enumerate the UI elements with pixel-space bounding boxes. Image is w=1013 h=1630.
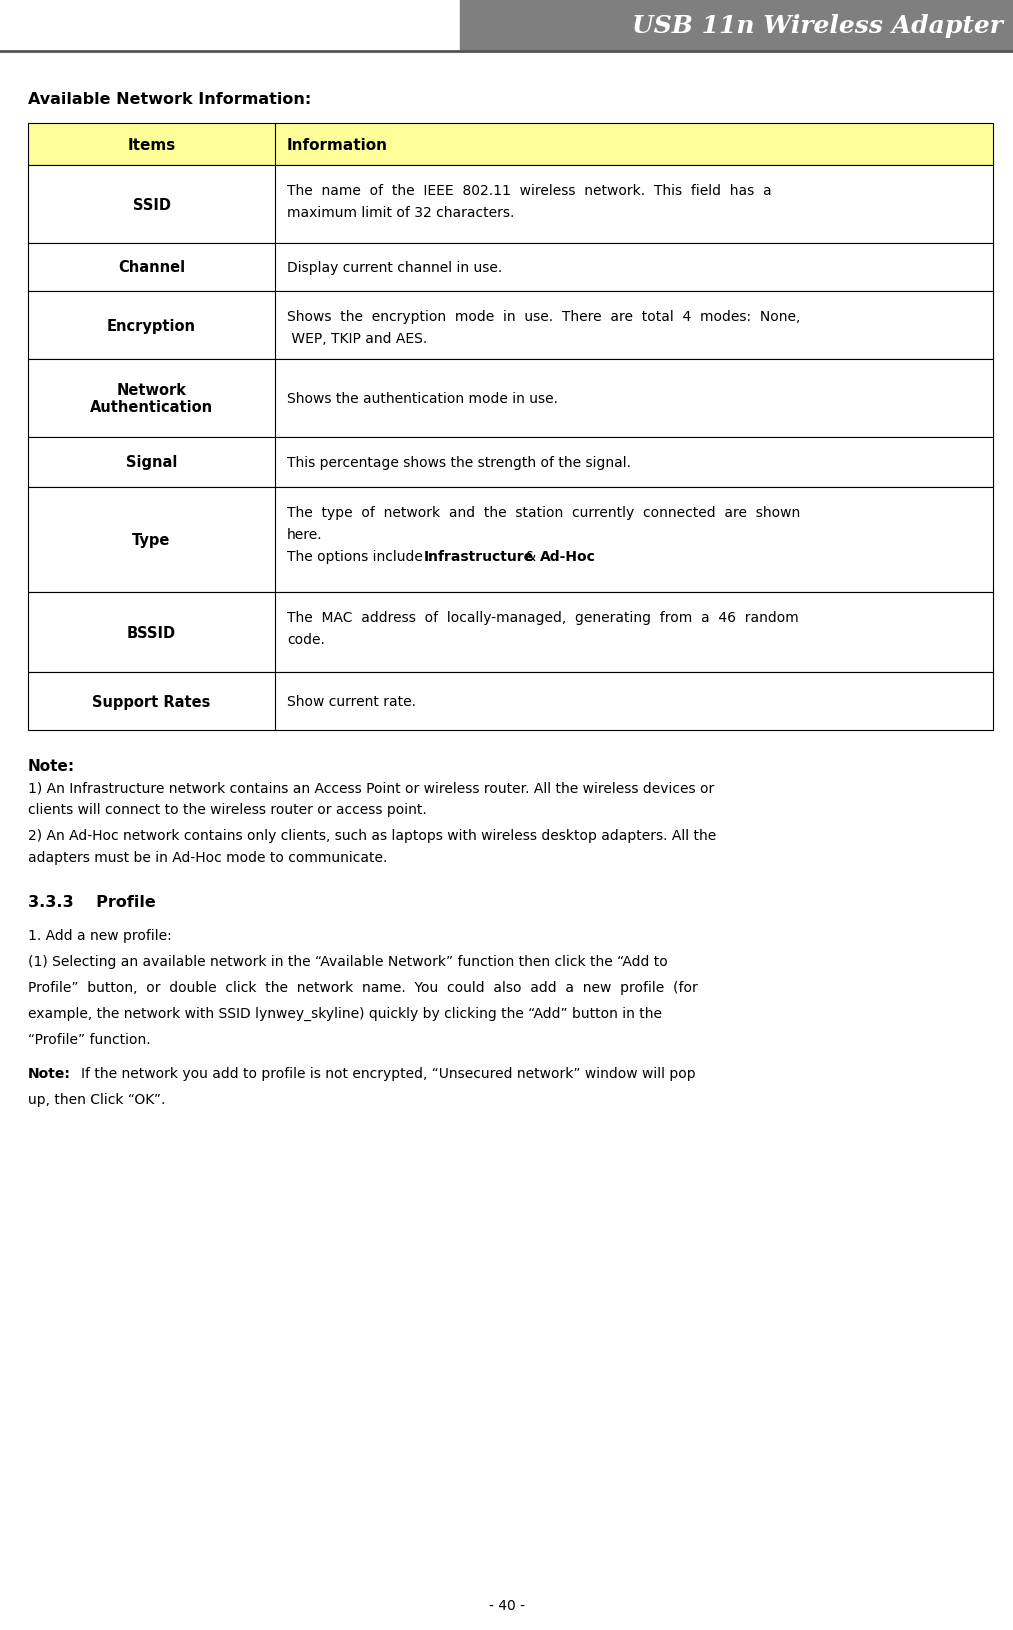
Text: Profile”  button,  or  double  click  the  network  name.  You  could  also  add: Profile” button, or double click the net… (28, 980, 698, 994)
Text: 1) An Infrastructure network contains an Access Point or wireless router. All th: 1) An Infrastructure network contains an… (28, 781, 714, 794)
Text: here.: here. (287, 528, 322, 541)
Text: Note:: Note: (28, 1066, 71, 1081)
Text: The  MAC  address  of  locally-managed,  generating  from  a  46  random: The MAC address of locally-managed, gene… (287, 611, 798, 624)
Bar (28, 292, 993, 360)
Text: If the network you add to profile is not encrypted, “Unsecured network” window w: If the network you add to profile is not… (81, 1066, 696, 1081)
Text: adapters must be in Ad-Hoc mode to communicate.: adapters must be in Ad-Hoc mode to commu… (28, 851, 387, 864)
Text: Type: Type (133, 533, 170, 548)
Text: “Profile” function.: “Profile” function. (28, 1032, 151, 1046)
Text: Support Rates: Support Rates (92, 694, 211, 709)
Text: code.: code. (287, 632, 325, 647)
Text: Ad-Hoc: Ad-Hoc (540, 549, 596, 564)
Text: - 40 -: - 40 - (488, 1597, 525, 1612)
Text: (1) Selecting an available network in the “Available Network” function then clic: (1) Selecting an available network in th… (28, 955, 668, 968)
Text: The options include :: The options include : (287, 549, 437, 564)
Text: clients will connect to the wireless router or access point.: clients will connect to the wireless rou… (28, 802, 426, 817)
Bar (28, 244, 993, 292)
Text: Channel: Channel (118, 261, 185, 275)
Text: Information: Information (287, 137, 388, 153)
Text: SSID: SSID (133, 197, 170, 212)
Text: 2) An Ad-Hoc network contains only clients, such as laptops with wireless deskto: 2) An Ad-Hoc network contains only clien… (28, 828, 716, 843)
Text: 1. Add a new profile:: 1. Add a new profile: (28, 929, 172, 942)
Text: Shows  the  encryption  mode  in  use.  There  are  total  4  modes:  None,: Shows the encryption mode in use. There … (287, 310, 800, 324)
Text: BSSID: BSSID (127, 626, 176, 641)
Bar (28, 166, 993, 244)
Text: Note:: Note: (28, 758, 75, 774)
Bar (28, 438, 993, 487)
Text: The  name  of  the  IEEE  802.11  wireless  network.  This  field  has  a: The name of the IEEE 802.11 wireless net… (287, 184, 772, 197)
Text: Display current channel in use.: Display current channel in use. (287, 261, 502, 275)
Text: maximum limit of 32 characters.: maximum limit of 32 characters. (287, 205, 515, 220)
Text: Encryption: Encryption (107, 318, 196, 333)
Text: example, the network with SSID lynwey_skyline) quickly by clicking the “Add” but: example, the network with SSID lynwey_sk… (28, 1006, 663, 1020)
Bar (28, 487, 993, 593)
Text: This percentage shows the strength of the signal.: This percentage shows the strength of th… (287, 456, 631, 469)
Bar (28, 673, 993, 730)
Bar (28, 124, 993, 166)
Text: The  type  of  network  and  the  station  currently  connected  are  shown: The type of network and the station curr… (287, 505, 800, 520)
Text: Available Network Information:: Available Network Information: (28, 91, 311, 108)
Text: Items: Items (128, 137, 175, 153)
Text: Network
Authentication: Network Authentication (90, 383, 213, 416)
Text: Signal: Signal (126, 455, 177, 469)
Bar (28, 593, 993, 673)
Bar (28, 360, 993, 438)
Text: 3.3.3    Profile: 3.3.3 Profile (28, 895, 156, 910)
Text: Show current rate.: Show current rate. (287, 694, 416, 709)
Text: Infrastructure: Infrastructure (423, 549, 534, 564)
Bar (460, 0, 1013, 52)
Text: USB 11n Wireless Adapter: USB 11n Wireless Adapter (632, 15, 1003, 37)
Text: Shows the authentication mode in use.: Shows the authentication mode in use. (287, 391, 558, 406)
Text: &: & (522, 549, 541, 564)
Text: WEP, TKIP and AES.: WEP, TKIP and AES. (287, 333, 427, 346)
Text: up, then Click “OK”.: up, then Click “OK”. (28, 1092, 165, 1107)
